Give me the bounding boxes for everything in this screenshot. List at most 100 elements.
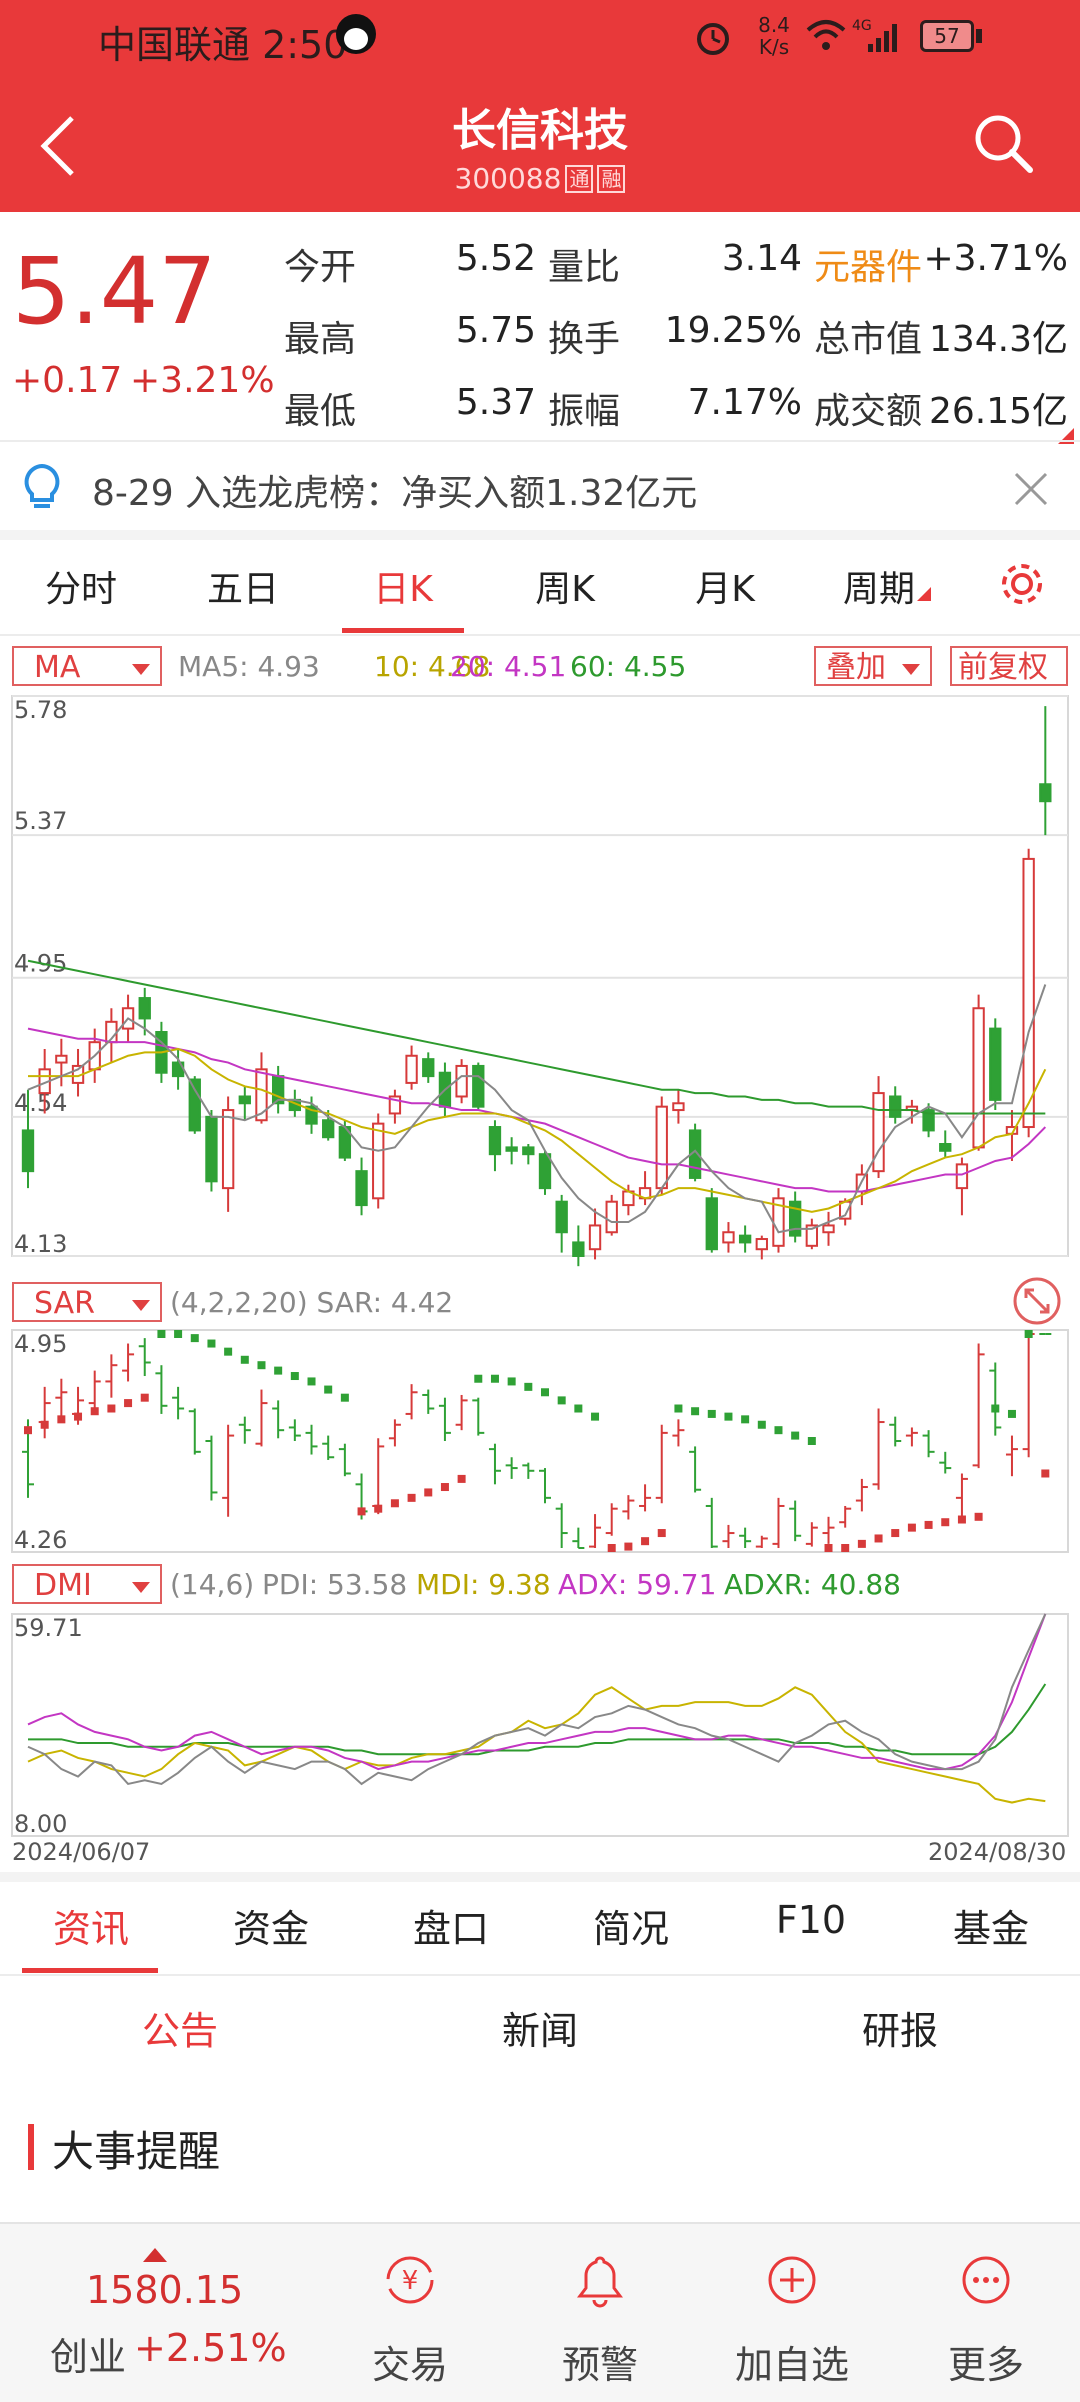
sar-axis-label: 4.26 bbox=[14, 1526, 67, 1554]
sar-dot bbox=[357, 1507, 366, 1516]
subtab-research[interactable]: 研报 bbox=[861, 2009, 938, 2053]
candle-body bbox=[972, 1007, 985, 1149]
tab-monthly-k[interactable]: 月K bbox=[695, 569, 755, 610]
kline-chart[interactable]: 5.785.374.954.544.13 bbox=[0, 692, 1080, 1272]
volume-ratio-label: 量比 bbox=[548, 247, 621, 288]
chevron-left-icon[interactable] bbox=[38, 114, 78, 178]
price-axis-label: 4.13 bbox=[14, 1230, 67, 1258]
yuan-exchange-icon: ¥ bbox=[386, 2256, 434, 2304]
more-button[interactable]: 更多 bbox=[896, 2224, 1076, 2402]
adx-value: ADX: 59.71 bbox=[558, 1568, 717, 1601]
sar-dot bbox=[74, 1412, 83, 1421]
search-icon[interactable] bbox=[972, 112, 1036, 176]
candle-body bbox=[205, 1115, 218, 1183]
ma-selector[interactable]: MA bbox=[12, 646, 162, 686]
candle-body bbox=[922, 1109, 935, 1132]
alert-label: 预警 bbox=[561, 2343, 638, 2387]
tab-daily-k[interactable]: 日K bbox=[373, 569, 433, 610]
network-type: 4G bbox=[852, 18, 872, 34]
battery-tip bbox=[976, 29, 982, 43]
tab-f10[interactable]: F10 bbox=[775, 1898, 847, 1942]
sar-dot bbox=[607, 1544, 616, 1552]
alert-button[interactable]: 预警 bbox=[510, 2224, 690, 2402]
tab-news-info[interactable]: 资讯 bbox=[52, 1907, 129, 1951]
sar-dot bbox=[274, 1366, 283, 1375]
divider bbox=[0, 634, 1080, 636]
sar-dot bbox=[190, 1334, 199, 1343]
ma60-value: 60: 4.55 bbox=[570, 650, 687, 683]
sar-dot bbox=[340, 1393, 349, 1402]
candle-body bbox=[238, 1095, 251, 1105]
tab-five-day[interactable]: 五日 bbox=[206, 569, 279, 610]
candle-body bbox=[21, 1129, 35, 1173]
mdi-value: MDI: 9.38 bbox=[416, 1568, 551, 1601]
sar-dot bbox=[891, 1529, 900, 1538]
tab-period[interactable]: 周期 bbox=[826, 560, 948, 612]
trade-label: 交易 bbox=[371, 2343, 448, 2387]
sar-dot bbox=[290, 1372, 299, 1381]
sar-dot bbox=[424, 1488, 433, 1497]
candle-body bbox=[588, 1224, 602, 1251]
index-change: +2.51% bbox=[134, 2326, 287, 2370]
period-caret-icon bbox=[917, 587, 931, 601]
candle-body bbox=[755, 1238, 768, 1251]
tab-weekly-k[interactable]: 周K bbox=[535, 569, 595, 610]
index-ticker[interactable]: 1580.15 创业 +2.51% bbox=[0, 2224, 310, 2402]
sar-dot bbox=[824, 1544, 833, 1552]
sar-dot bbox=[841, 1544, 850, 1552]
sar-dot bbox=[124, 1399, 133, 1408]
sar-chart[interactable]: 4.95 4.26 bbox=[0, 1326, 1080, 1556]
tab-intraday[interactable]: 分时 bbox=[44, 569, 117, 610]
dmi-chart[interactable]: 59.71 8.00 bbox=[0, 1610, 1080, 1840]
add-watchlist-button[interactable]: 加自选 bbox=[702, 2224, 882, 2402]
candle-body bbox=[572, 1241, 585, 1258]
candle-body bbox=[805, 1224, 819, 1247]
close-icon[interactable] bbox=[1014, 472, 1048, 506]
sar-dot bbox=[741, 1415, 750, 1424]
sector-label[interactable]: 元器件 bbox=[814, 247, 923, 288]
sar-dot bbox=[107, 1404, 116, 1413]
sar-dot bbox=[1007, 1409, 1016, 1418]
fullscreen-icon[interactable] bbox=[1012, 1276, 1062, 1326]
gear-icon[interactable] bbox=[996, 558, 1048, 610]
dmi-axis-label: 59.71 bbox=[14, 1614, 83, 1642]
section-title: 大事提醒 bbox=[52, 2127, 221, 2176]
amount-label: 成交额 bbox=[814, 391, 923, 432]
tab-order-book[interactable]: 盘口 bbox=[412, 1907, 489, 1951]
sar-dot bbox=[941, 1518, 950, 1527]
index-value: 1580.15 bbox=[86, 2268, 244, 2312]
subtab-news[interactable]: 新闻 bbox=[501, 2009, 578, 2053]
candle-body bbox=[788, 1200, 802, 1237]
candle-body bbox=[405, 1054, 418, 1084]
sar-dot bbox=[574, 1404, 583, 1413]
tab-capital[interactable]: 资金 bbox=[232, 1907, 309, 1951]
trade-button[interactable]: ¥ 交易 bbox=[320, 2224, 500, 2402]
ma-selector-label: MA bbox=[34, 650, 81, 685]
sar-dot bbox=[907, 1523, 916, 1532]
section-gap bbox=[0, 1872, 1080, 1882]
stock-code-line: 300088 通融 bbox=[0, 162, 1080, 195]
index-name: 创业 bbox=[50, 2335, 127, 2379]
dragon-tiger-notice[interactable]: 8-29 入选龙虎榜：净买入额1.32亿元 bbox=[0, 440, 1080, 530]
tab-fund[interactable]: 基金 bbox=[952, 1907, 1029, 1951]
ma10-line bbox=[28, 1047, 1047, 1213]
overlay-selector[interactable]: 叠加 bbox=[814, 646, 932, 686]
sar-dot bbox=[490, 1374, 499, 1383]
candle-body bbox=[889, 1095, 902, 1118]
adjust-selector[interactable]: 前复权 bbox=[950, 646, 1068, 686]
market-cap-value: 134.3亿 bbox=[928, 319, 1068, 360]
tab-overview[interactable]: 简况 bbox=[592, 1907, 669, 1951]
chevron-down-icon bbox=[132, 1582, 150, 1593]
amplitude-label: 振幅 bbox=[548, 391, 621, 432]
sar-dot bbox=[240, 1355, 249, 1364]
x-start-date: 2024/06/07 bbox=[12, 1838, 151, 1866]
candle-body bbox=[522, 1146, 535, 1156]
active-tab-underline bbox=[342, 628, 464, 633]
candle-body bbox=[872, 1092, 885, 1173]
dmi-selector[interactable]: DMI bbox=[12, 1564, 162, 1604]
divider bbox=[0, 1974, 1080, 1976]
sar-selector[interactable]: SAR bbox=[12, 1282, 162, 1322]
sar-dot bbox=[224, 1347, 233, 1356]
subtab-announcements[interactable]: 公告 bbox=[141, 2009, 218, 2053]
sar-dot bbox=[974, 1512, 983, 1521]
